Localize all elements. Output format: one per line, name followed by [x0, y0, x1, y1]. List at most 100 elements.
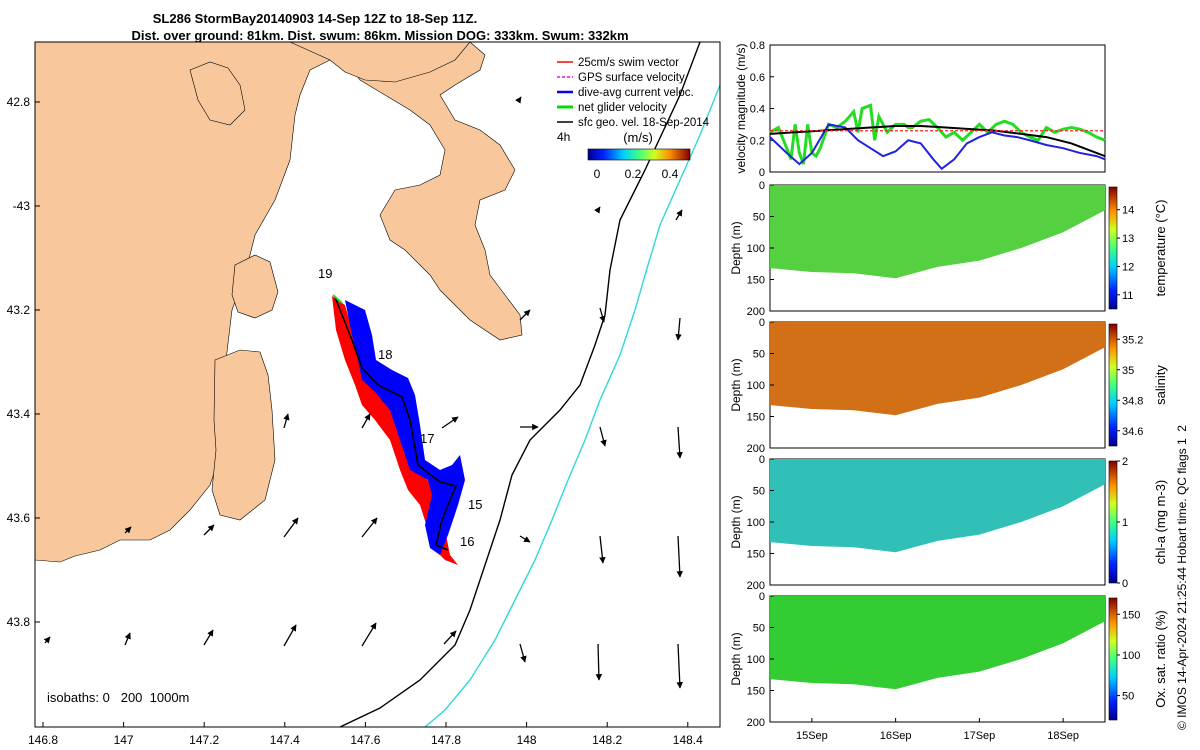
velocity-arrow: [519, 309, 531, 321]
velocity-arrow: [599, 426, 607, 447]
sfc-geo-vel-arrows: [43, 96, 683, 689]
colorbar-tick-label: 2: [1122, 456, 1128, 468]
map-colorbar: [587, 148, 691, 161]
profile-data-field: [770, 596, 1105, 690]
profile-y-tick-label: 100: [747, 243, 765, 255]
legend-label-current: dive-avg current veloc.: [578, 87, 694, 99]
velocity-series-line: [769, 123, 1106, 171]
velocity-arrow: [676, 426, 683, 459]
colorbar-tick-label: 1: [1122, 517, 1128, 529]
isobath-1000m: [424, 84, 720, 727]
side-note: © IMOS 14-Apr-2024 21:25:44 Hobart time.…: [1175, 425, 1189, 730]
current-envelope: [345, 300, 465, 555]
map-y-tick-label: 43.2: [7, 303, 31, 317]
profile-y-tick-label: 200: [747, 580, 765, 592]
profile-colorbar: [1108, 460, 1118, 584]
velocity-arrow: [443, 630, 457, 645]
velocity-arrow: [676, 535, 683, 578]
profile-data-field: [770, 322, 1105, 416]
velocity-frame: [769, 44, 1106, 173]
profile-y-tick-label: 200: [747, 443, 765, 455]
track-label-16: 16: [460, 534, 474, 549]
land-east: [344, 42, 523, 341]
map-y-tick-label: -43: [13, 199, 31, 213]
profile-x-tick-label: 16Sep: [880, 730, 912, 742]
isobath-200m: [339, 42, 701, 727]
profile-colorbar: [1108, 323, 1118, 447]
profile-y-tick-label: 0: [759, 454, 765, 466]
velocity-arrow: [43, 636, 51, 644]
profile-panel: 0 50 100 150 200 Depth (m) 34.6 34.8 35 35.2 salin…: [729, 317, 1168, 455]
colorbar-label: (m/s): [623, 130, 653, 145]
profile-y-tick-label: 100: [747, 380, 765, 392]
profile-panel: 0 50 100 150 200 Depth (m) 50 100 150 Ox. sat. ra…: [729, 591, 1168, 742]
title-line1: SL286 StormBay20140903 14-Sep 12Z to 18-…: [153, 11, 477, 26]
land-forestier: [231, 254, 279, 319]
velocity-arrow: [361, 622, 377, 647]
colorbar-tick-label: 50: [1122, 691, 1134, 703]
track-label-15: 15: [468, 497, 482, 512]
profile-y-tick-label: 150: [747, 549, 765, 561]
map-x-tick-label: 147.6: [350, 733, 380, 747]
legend-label-sfc-geo: sfc geo. vel. 18-Sep-2014: [578, 117, 710, 129]
map-y-tick-label: 43.8: [7, 615, 31, 629]
colorbar-tick-label: 11: [1122, 290, 1133, 302]
profile-x-tick-label: 17Sep: [963, 730, 995, 742]
colorbar-tick-label: 100: [1122, 650, 1140, 662]
velocity-arrow: [676, 643, 683, 689]
velocity-arrow: [283, 517, 299, 538]
title-line2: Dist. over ground: 81km. Dist. swum: 86k…: [131, 28, 628, 43]
profile-y-tick-label: 200: [747, 306, 765, 318]
profile-data-field: [770, 185, 1105, 279]
profile-panel: 0 50 100 150 200 Depth (m) 0 1 2 chl-a (mg m-3): [729, 454, 1168, 592]
profile-panel: 0 50 100 150 200 Depth (m) 11 12 13 14 temperature…: [729, 180, 1168, 318]
profile-y-tick-label: 100: [747, 654, 765, 666]
profile-y-label: Depth (m): [729, 632, 743, 685]
colorbar-tick-label: 13: [1122, 233, 1134, 245]
colorbar-tick: 0: [594, 167, 601, 181]
isobaths-label: isobaths: 0 200 1000m: [47, 690, 189, 705]
colorbar-tick: 0.2: [625, 167, 642, 181]
colorbar-label: salinity: [1153, 365, 1168, 405]
profile-x-tick-label: 15Sep: [796, 730, 828, 742]
map-x-tick-label: 146.8: [28, 733, 58, 747]
profile-y-tick-label: 50: [753, 212, 765, 224]
velocity-arrow: [594, 206, 601, 214]
colorbar-tick-label: 14: [1122, 205, 1134, 217]
velocity-series-line: [769, 103, 1106, 165]
land-east-north: [189, 61, 246, 126]
velocity-arrow: [283, 413, 290, 429]
land-north-strip: [289, 42, 471, 83]
profile-colorbar: [1108, 597, 1118, 721]
profile-y-tick-label: 150: [747, 686, 765, 698]
profile-y-tick-label: 0: [759, 591, 765, 603]
track-label-17: 17: [420, 431, 434, 446]
velocity-arrow: [599, 307, 606, 323]
profile-y-tick-label: 50: [753, 486, 765, 498]
velocity-arrow: [203, 524, 215, 536]
velocity-arrow: [203, 629, 214, 646]
legend-label-net-glider: net glider velocity: [578, 102, 667, 114]
profile-y-label: Depth (m): [729, 358, 743, 411]
profile-y-tick-label: 100: [747, 517, 765, 529]
colorbar-tick-label: 12: [1122, 261, 1134, 273]
map-legend: 25cm/s swim vector GPS surface velocity …: [557, 57, 710, 129]
map-x-tick-label: 147.2: [189, 733, 219, 747]
velocity-arrow: [599, 535, 606, 564]
colorbar-label: chl-a (mg m-3): [1153, 480, 1168, 565]
land-tasman: [211, 349, 276, 521]
map-y-tick-label: 43.4: [7, 407, 31, 421]
velocity-arrow: [675, 209, 683, 221]
velocity-arrow: [124, 632, 131, 646]
profile-y-tick-label: 0: [759, 180, 765, 192]
velocity-arrow: [124, 526, 132, 534]
legend-label-gps: GPS surface velocity: [578, 72, 685, 84]
velocity-arrow: [361, 413, 371, 429]
net-glider-track: [334, 296, 458, 551]
map-y-tick-label: 42.8: [7, 95, 31, 109]
velocity-arrow: [519, 535, 531, 543]
profile-y-tick-label: 150: [747, 275, 765, 287]
